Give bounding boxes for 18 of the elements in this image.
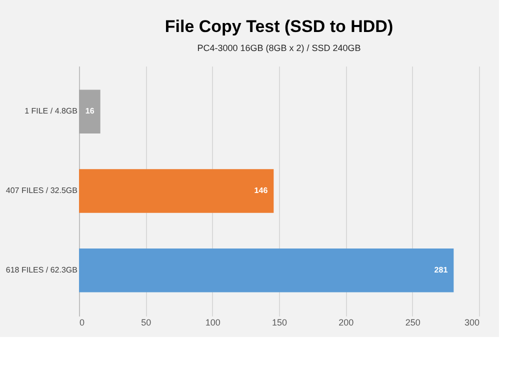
x-tick-label: 0 <box>80 318 85 328</box>
data-label: 146 <box>254 186 268 195</box>
chart-title: File Copy Test (SSD to HDD) <box>164 17 394 36</box>
bar <box>79 169 274 213</box>
bar <box>79 248 454 292</box>
x-tick-label: 100 <box>205 318 220 328</box>
x-tick-label: 150 <box>272 318 288 328</box>
y-tick-label: 407 FILES / 32.5GB <box>6 186 78 195</box>
x-tick-label: 250 <box>405 318 420 328</box>
x-tick-label: 300 <box>464 318 480 328</box>
data-label: 281 <box>434 265 448 274</box>
x-tick-label: 200 <box>338 318 354 328</box>
y-tick-label: 1 FILE / 4.8GB <box>24 106 78 116</box>
text: PC4-3000 16GB (8GB x 2) / SSD 240GB <box>197 43 361 53</box>
bar <box>79 90 100 134</box>
x-tick-label: 50 <box>141 318 152 328</box>
y-tick-label: 618 FILES / 62.3GB <box>6 265 78 274</box>
data-label: 16 <box>85 106 95 116</box>
